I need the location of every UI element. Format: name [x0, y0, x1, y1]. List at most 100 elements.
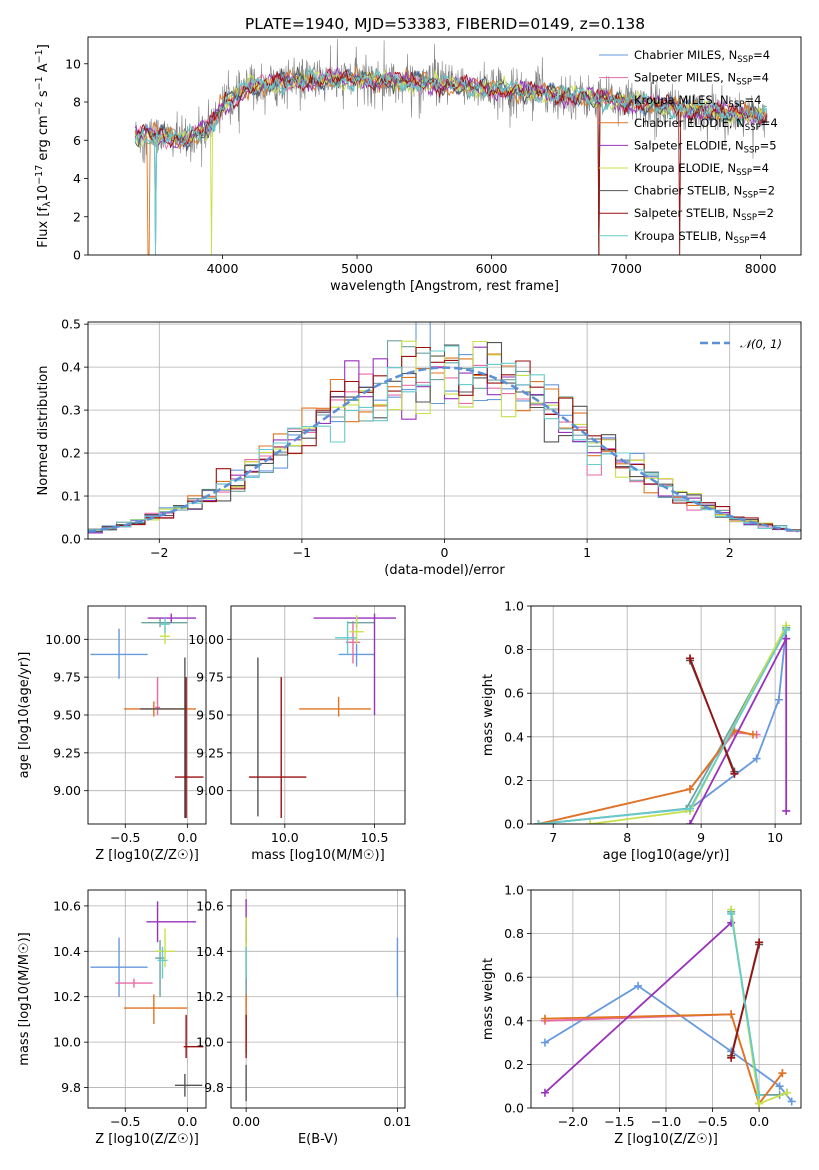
data-point-marker — [755, 1090, 764, 1099]
data-point-marker — [782, 806, 791, 815]
y-tick-label: 0.4 — [504, 1013, 524, 1028]
y-tick-label: 4 — [73, 171, 81, 186]
x-axis-label: mass [log10(M/M☉)] — [251, 848, 384, 863]
spectrum-axes: 4000 5000 6000 7000 8000 0 2 4 6 8 10 — [65, 56, 777, 276]
mass-weight-vs-age-plot — [534, 621, 791, 824]
label-part: erg cm — [36, 115, 51, 164]
x-tick-label: 5000 — [341, 261, 373, 276]
data-point-marker — [774, 695, 783, 704]
y-tick-label: 10.2 — [53, 989, 81, 1004]
x-tick-label: 0.0 — [177, 1114, 197, 1129]
x-tick-label: 0.0 — [749, 1114, 769, 1129]
histogram-step-salpeter-stelib — [88, 346, 801, 531]
legend-sub: SSP — [736, 78, 752, 88]
model-line-chabrier-stelib — [134, 66, 768, 255]
legend-sub: SSP — [729, 100, 745, 110]
label-part: ] — [36, 44, 51, 49]
label-part: A — [36, 63, 51, 76]
weight-line-kroupa-elodie — [590, 625, 787, 824]
legend-sub: SSP — [742, 191, 758, 201]
weight-line-salpeter-stelib — [689, 657, 736, 775]
y-tick-label: 0 — [73, 248, 81, 263]
histogram-step-chabrier-stelib — [88, 342, 801, 533]
y-axis-label: Normed distribution — [36, 366, 51, 496]
y-tick-label: 10.00 — [45, 632, 81, 647]
x-axis-label: (data-model)/error — [384, 563, 505, 578]
age-vs-mass-axes: 10.0 10.5 9.00 9.25 9.50 9.75 10.00 — [188, 606, 405, 845]
x-tick-label: 10.0 — [271, 830, 299, 845]
x-tick-label: 7 — [549, 830, 557, 845]
legend-entry: Salpeter ELODIE, NSSP=5 — [634, 138, 777, 155]
histogram-plot — [88, 322, 801, 534]
data-point-marker — [782, 634, 791, 643]
y-axis-label: age [log10(age/yr)] — [17, 652, 32, 779]
legend-value: =4 — [753, 48, 770, 62]
y-tick-label: 9.8 — [61, 1080, 81, 1095]
axes-frame — [530, 889, 802, 1109]
legend-value: =4 — [749, 229, 766, 243]
weight-line-salpeter-elodie — [544, 922, 732, 1094]
y-tick-label: 0.2 — [504, 773, 524, 788]
x-tick-label: −1.0 — [651, 1114, 681, 1129]
data-point-marker — [778, 1069, 787, 1078]
legend-sub: SSP — [736, 168, 752, 178]
y-tick-label: 9.50 — [53, 708, 81, 723]
y-tick-label: 9.75 — [53, 670, 81, 685]
mass-weight-vs-Z-plot — [540, 905, 796, 1108]
legend-sub: SSP — [737, 55, 753, 65]
label-part: −1 — [34, 76, 45, 90]
label-part: −17 — [34, 165, 45, 185]
y-tick-label: 0.2 — [61, 446, 81, 461]
y-tick-label: 6 — [73, 133, 81, 148]
figure-title: PLATE=1940, MJD=53383, FIBERID=0149, z=0… — [245, 15, 645, 33]
legend-value: =4 — [744, 93, 761, 107]
weight-line-kroupa-stelib — [730, 913, 760, 1096]
y-tick-label: 1.0 — [504, 599, 524, 614]
data-point-marker — [634, 981, 643, 990]
legend-entry: Chabrier MILES, NSSP=4 — [634, 48, 770, 65]
model-line-kroupa-stelib — [134, 66, 768, 255]
y-tick-label: 0.3 — [61, 403, 81, 418]
x-tick-label: 0 — [441, 545, 449, 560]
label-part: 10 — [36, 185, 51, 202]
y-tick-label: 9.75 — [196, 670, 224, 685]
x-tick-label: −0.5 — [110, 1114, 140, 1129]
data-point-marker — [783, 1088, 792, 1097]
x-tick-label: −0.5 — [110, 830, 140, 845]
x-tick-label: 2 — [726, 545, 734, 560]
legend-name: Salpeter STELIB, N — [634, 206, 741, 220]
mass-weight-vs-age-axes: 7 8 9 10 0.0 0.2 0.4 0.6 0.8 1.0 — [504, 599, 801, 845]
y-tick-label: 9.25 — [53, 745, 81, 760]
x-axis-label: Z [log10(Z/Z☉)] — [95, 1132, 199, 1147]
x-axis-label: Z [log10(Z/Z☉)] — [614, 1132, 718, 1147]
legend-sub: SSP — [744, 145, 760, 155]
y-tick-label: 1.0 — [504, 883, 524, 898]
legend-entry: Salpeter STELIB, NSSP=2 — [634, 206, 774, 223]
weight-line-chabrier-elodie — [538, 729, 754, 824]
label-part: −1 — [34, 49, 45, 63]
y-axis-label: mass [log10(M/M☉)] — [17, 932, 32, 1065]
data-point-marker — [787, 1097, 796, 1106]
x-tick-label: −1 — [293, 545, 311, 560]
legend-name: Kroupa STELIB, N — [634, 229, 734, 243]
y-axis-label: mass weight — [481, 958, 496, 1040]
data-point-marker — [727, 1053, 736, 1062]
legend-name: Kroupa ELODIE, N — [634, 161, 736, 175]
x-tick-label: 0.0 — [177, 830, 197, 845]
y-tick-label: 9.50 — [196, 708, 224, 723]
legend-value: =2 — [757, 206, 774, 220]
y-tick-label: 10 — [65, 56, 81, 71]
y-tick-label: 2 — [73, 209, 81, 224]
x-tick-label: 10 — [767, 830, 783, 845]
label-part: Flux [f — [36, 207, 51, 248]
label-part: λ — [42, 201, 53, 207]
x-tick-label: 8 — [623, 830, 631, 845]
weight-line-salpeter-miles — [544, 1013, 784, 1106]
x-axis-label: wavelength [Angstrom, rest frame] — [330, 279, 559, 294]
y-tick-label: 0.8 — [504, 926, 524, 941]
weight-line-chabrier-miles — [544, 984, 793, 1103]
x-axis-label: E(B-V) — [298, 1132, 338, 1147]
label-part: −2 — [34, 101, 45, 115]
x-tick-label: 9 — [697, 830, 705, 845]
y-tick-label: 10.0 — [53, 1035, 81, 1050]
